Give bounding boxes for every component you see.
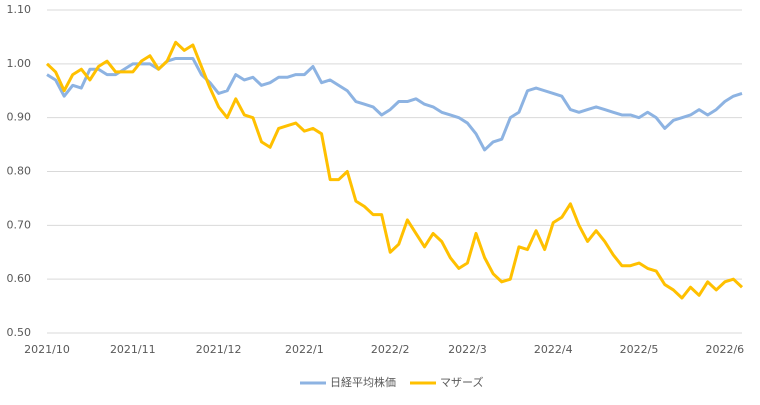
x-tick-label: 2022/4 [534,343,573,356]
x-tick-label: 2021/12 [196,343,242,356]
series-line [45,40,744,300]
x-tick-label: 2021/11 [110,343,156,356]
x-tick-label: 2022/3 [448,343,487,356]
x-tick-label: 2022/2 [371,343,410,356]
y-tick-label: 0.60 [7,272,32,285]
x-tick-label: 2021/10 [24,343,70,356]
y-tick-label: 0.90 [7,111,32,124]
y-tick-label: 1.10 [7,3,32,16]
x-tick-label: 2022/6 [705,343,744,356]
legend-label: マザーズ [440,375,483,389]
series-line [46,56,743,152]
y-tick-label: 0.70 [7,218,32,231]
y-tick-label: 0.50 [7,326,32,339]
y-tick-label: 0.80 [7,165,32,178]
x-tick-label: 2022/5 [620,343,659,356]
legend-label: 日経平均株価 [330,375,396,389]
y-tick-label: 1.00 [7,57,32,70]
x-tick-label: 2022/1 [285,343,324,356]
